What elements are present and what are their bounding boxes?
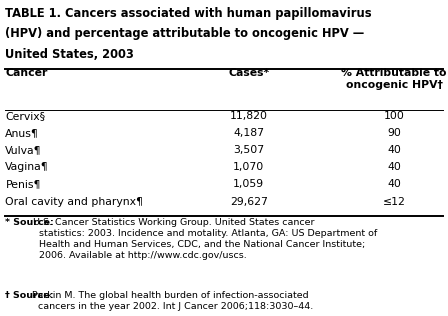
Text: Vagina¶: Vagina¶ <box>5 162 49 173</box>
Text: Cancer: Cancer <box>5 68 48 78</box>
Text: Anus¶: Anus¶ <box>5 128 39 138</box>
Text: TABLE 1. Cancers associated with human papillomavirus: TABLE 1. Cancers associated with human p… <box>5 7 372 20</box>
Text: (HPV) and percentage attributable to oncogenic HPV —: (HPV) and percentage attributable to onc… <box>5 27 365 40</box>
Text: 90: 90 <box>388 128 401 138</box>
Text: Vulva¶: Vulva¶ <box>5 145 42 155</box>
Text: 100: 100 <box>384 111 405 121</box>
Text: U.S. Cancer Statistics Working Group. United States cancer
  statistics: 2003. I: U.S. Cancer Statistics Working Group. Un… <box>33 218 377 260</box>
Text: Cases*: Cases* <box>228 68 269 78</box>
Text: % Attributable to
oncogenic HPV†: % Attributable to oncogenic HPV† <box>341 68 447 90</box>
Text: United States, 2003: United States, 2003 <box>5 48 134 61</box>
Text: 4,187: 4,187 <box>233 128 264 138</box>
Text: 3,507: 3,507 <box>233 145 264 155</box>
Text: 40: 40 <box>388 162 401 173</box>
Text: 40: 40 <box>388 145 401 155</box>
Text: 29,627: 29,627 <box>230 197 267 207</box>
Text: 40: 40 <box>388 179 401 190</box>
Text: Oral cavity and pharynx¶: Oral cavity and pharynx¶ <box>5 197 143 207</box>
Text: Parkin M. The global health burden of infection-associated
  cancers in the year: Parkin M. The global health burden of in… <box>32 291 313 312</box>
Text: * Source:: * Source: <box>5 218 54 227</box>
Text: 11,820: 11,820 <box>230 111 267 121</box>
Text: Penis¶: Penis¶ <box>5 179 41 190</box>
Text: 1,059: 1,059 <box>233 179 264 190</box>
Text: 1,070: 1,070 <box>233 162 264 173</box>
Text: † Source:: † Source: <box>5 291 54 300</box>
Text: ≤12: ≤12 <box>383 197 406 207</box>
Text: Cervix§: Cervix§ <box>5 111 46 121</box>
